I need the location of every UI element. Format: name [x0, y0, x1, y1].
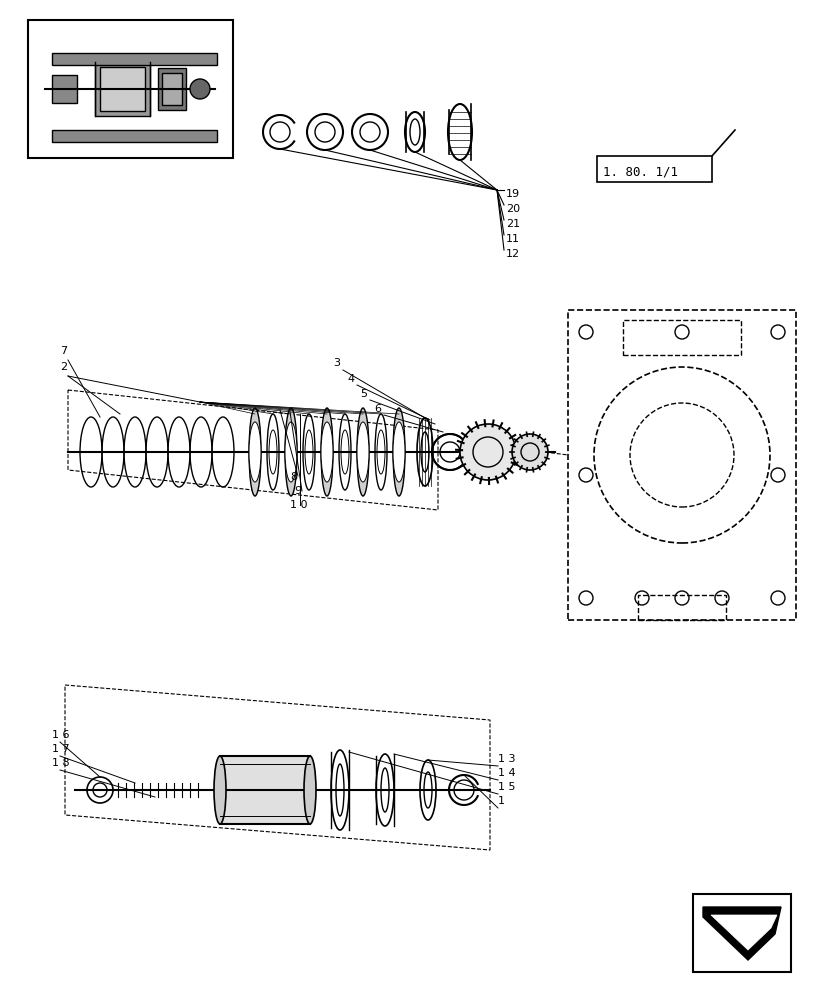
Ellipse shape [321, 422, 332, 482]
Bar [52, 53, 217, 65]
Text: 6: 6 [374, 404, 380, 414]
Text: 7: 7 [60, 346, 67, 356]
Text: 5: 5 [360, 389, 366, 399]
Ellipse shape [249, 408, 261, 496]
Text: 12: 12 [505, 249, 519, 259]
Bar [162, 73, 182, 105]
Text: 4: 4 [347, 374, 354, 384]
Circle shape [511, 434, 547, 470]
Text: 1 7: 1 7 [52, 744, 69, 754]
Circle shape [189, 79, 210, 99]
Bar [692, 894, 790, 972]
Polygon shape [710, 915, 776, 950]
Ellipse shape [284, 408, 297, 496]
Bar [95, 62, 150, 116]
Text: 1: 1 [497, 796, 504, 806]
Ellipse shape [393, 422, 404, 482]
Ellipse shape [213, 756, 226, 824]
Bar [638, 595, 725, 620]
Text: 9: 9 [294, 486, 301, 496]
Bar [622, 320, 740, 355]
Ellipse shape [284, 422, 297, 482]
Bar [52, 75, 77, 103]
Text: 1 0: 1 0 [289, 500, 307, 510]
Ellipse shape [356, 408, 369, 496]
Bar [100, 67, 145, 111]
Text: 1 3: 1 3 [497, 754, 515, 764]
Text: 1 5: 1 5 [497, 782, 515, 792]
Text: 19: 19 [505, 189, 519, 199]
Ellipse shape [393, 408, 404, 496]
Text: 3: 3 [332, 358, 340, 368]
Ellipse shape [249, 422, 261, 482]
Text: 1. 80. 1/1: 1. 80. 1/1 [602, 165, 677, 178]
Ellipse shape [321, 408, 332, 496]
Text: 20: 20 [505, 204, 519, 214]
Text: 21: 21 [505, 219, 519, 229]
Ellipse shape [356, 422, 369, 482]
Polygon shape [702, 907, 780, 960]
Bar [158, 68, 186, 110]
Text: 1 4: 1 4 [497, 768, 515, 778]
Text: 1 6: 1 6 [52, 730, 69, 740]
Bar [596, 156, 711, 182]
Text: 11: 11 [505, 234, 519, 244]
Text: 1 8: 1 8 [52, 758, 69, 768]
Text: 2: 2 [60, 362, 67, 372]
Bar [567, 310, 795, 620]
Bar [52, 130, 217, 142]
Bar [220, 756, 309, 824]
Circle shape [460, 424, 515, 480]
Bar [28, 20, 232, 158]
Ellipse shape [304, 756, 316, 824]
Text: 8: 8 [289, 472, 297, 482]
